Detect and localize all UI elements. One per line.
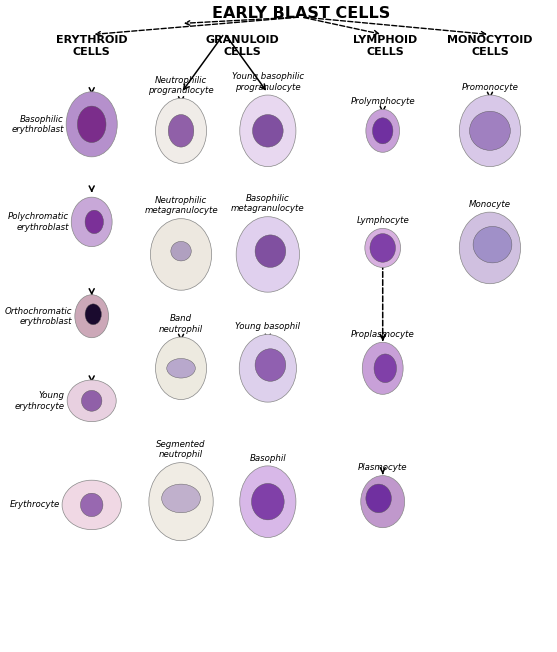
Text: Neutrophilic
progranulocyte: Neutrophilic progranulocyte [148,76,214,95]
Text: Neutrophilic
metagranulocyte: Neutrophilic metagranulocyte [144,196,218,215]
Text: GRANULOID
CELLS: GRANULOID CELLS [206,35,279,57]
Ellipse shape [255,235,286,267]
Text: LYMPHOID
CELLS: LYMPHOID CELLS [353,35,417,57]
Ellipse shape [162,484,201,512]
Ellipse shape [62,480,121,529]
Text: Young basophilic
progranulocyte: Young basophilic progranulocyte [232,72,304,92]
Ellipse shape [77,106,106,143]
Ellipse shape [374,354,397,383]
Text: Prolymphocyte: Prolymphocyte [350,97,415,106]
Ellipse shape [71,197,112,246]
Ellipse shape [361,476,405,527]
Ellipse shape [236,216,300,292]
Text: Young basophil: Young basophil [236,322,300,331]
Text: Basophilic
erythroblast: Basophilic erythroblast [11,115,63,134]
Ellipse shape [373,118,393,144]
Ellipse shape [255,349,286,381]
Text: Monocyte: Monocyte [469,200,511,209]
Ellipse shape [150,218,212,290]
Text: Basophil: Basophil [250,454,286,463]
Ellipse shape [470,111,510,151]
Ellipse shape [75,295,109,338]
Ellipse shape [365,228,400,267]
Ellipse shape [66,92,117,157]
Ellipse shape [473,226,512,263]
Ellipse shape [460,212,521,284]
Text: Polychromatic
erythroblast: Polychromatic erythroblast [8,212,69,231]
Ellipse shape [85,304,101,325]
Ellipse shape [252,483,284,520]
Ellipse shape [460,95,521,167]
Text: Promonocyte: Promonocyte [462,83,519,92]
Text: Band
neutrophil: Band neutrophil [159,314,203,334]
Ellipse shape [370,233,395,262]
Text: Basophilic
metagranulocyte: Basophilic metagranulocyte [231,194,305,213]
Ellipse shape [366,110,399,153]
Ellipse shape [167,359,196,378]
Ellipse shape [366,484,392,512]
Ellipse shape [240,466,296,537]
Ellipse shape [168,115,194,147]
Ellipse shape [155,98,207,164]
Text: Orthochromatic
erythroblast: Orthochromatic erythroblast [5,306,72,326]
Text: Plasmocyte: Plasmocyte [358,464,408,473]
Ellipse shape [171,241,191,261]
Ellipse shape [155,337,207,400]
Text: EARLY BLAST CELLS: EARLY BLAST CELLS [212,7,390,22]
Ellipse shape [240,95,296,167]
Text: ERYTHROID
CELLS: ERYTHROID CELLS [56,35,128,57]
Text: Lymphocyte: Lymphocyte [356,216,409,225]
Ellipse shape [240,334,296,402]
Ellipse shape [80,493,103,516]
Text: Young
erythrocyte: Young erythrocyte [14,391,65,411]
Ellipse shape [149,463,213,541]
Text: MONOCYTOID
CELLS: MONOCYTOID CELLS [447,35,532,57]
Ellipse shape [252,115,283,147]
Ellipse shape [85,210,104,233]
Text: Erythrocyte: Erythrocyte [9,501,60,509]
Ellipse shape [362,342,403,394]
Ellipse shape [81,391,102,411]
Text: Proplasmocyte: Proplasmocyte [351,330,414,339]
Text: Segmented
neutrophil: Segmented neutrophil [157,440,206,460]
Ellipse shape [67,380,116,422]
